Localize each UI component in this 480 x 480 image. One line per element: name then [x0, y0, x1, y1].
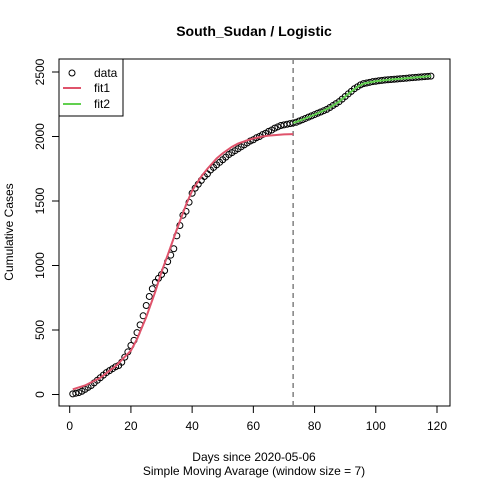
chart-title: South_Sudan / Logistic: [176, 23, 332, 39]
data-point: [72, 389, 80, 397]
y-tick-label: 2000: [33, 123, 47, 150]
fit2-line: [292, 75, 431, 124]
x-tick-label: 20: [124, 419, 138, 433]
x-tick-label: 100: [366, 419, 386, 433]
data-point: [259, 131, 267, 139]
x-tick-label: 0: [66, 419, 73, 433]
data-point: [274, 123, 282, 131]
data-point: [271, 124, 279, 132]
data-point: [148, 285, 156, 293]
data-point: [142, 301, 150, 309]
legend-label-fit1: fit1: [94, 81, 110, 95]
legend-label-fit2: fit2: [94, 97, 110, 111]
data-point: [75, 389, 83, 397]
data-point: [311, 111, 319, 119]
y-axis-label: Cumulative Cases: [2, 183, 16, 280]
x-tick-label: 80: [308, 419, 322, 433]
y-tick-label: 0: [33, 391, 47, 398]
fit1-line: [72, 133, 294, 391]
chart-subtitle: Simple Moving Avarage (window size = 7): [143, 464, 365, 478]
data-point: [356, 81, 364, 89]
data-point: [314, 109, 322, 117]
plot-content: [69, 59, 435, 406]
x-axis: 0 20 40 60 80 100 120: [66, 405, 447, 433]
data-point: [112, 363, 120, 371]
y-tick-label: 2500: [33, 58, 47, 85]
data-point: [301, 114, 309, 122]
data-point: [304, 113, 312, 121]
x-tick-label: 40: [185, 419, 199, 433]
x-axis-label: Days since 2020-05-06: [192, 450, 316, 464]
legend-label-data: data: [94, 66, 118, 80]
data-point: [121, 353, 129, 361]
data-point: [320, 107, 328, 115]
legend-symbol-data: [68, 69, 76, 77]
data-point: [265, 127, 273, 135]
x-tick-label: 60: [247, 419, 261, 433]
x-tick-label: 120: [427, 419, 447, 433]
y-tick-label: 1500: [33, 187, 47, 214]
y-axis: 0 500 1000 1500 2000 2500: [33, 58, 60, 398]
data-point: [317, 108, 325, 116]
y-tick-label: 1000: [33, 252, 47, 279]
data-point: [145, 292, 153, 300]
y-tick-label: 500: [33, 320, 47, 340]
data-point: [308, 112, 316, 120]
